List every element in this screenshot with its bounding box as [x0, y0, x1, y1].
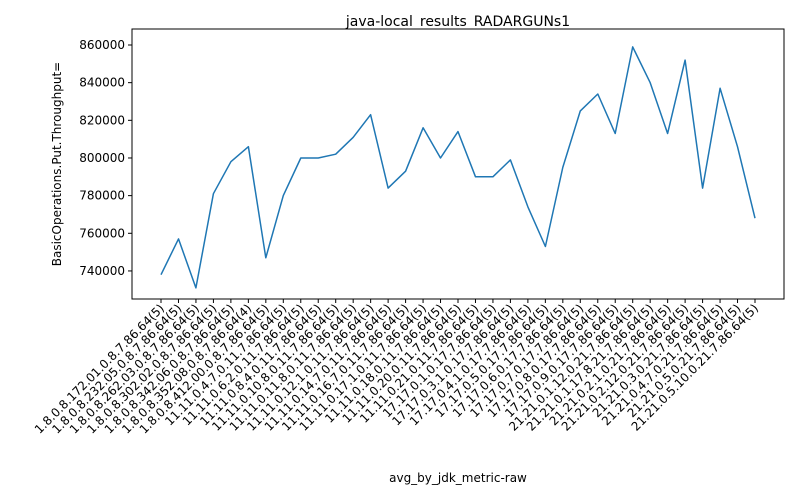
- y-tick-label: 780000: [79, 189, 125, 203]
- chart-title: java-local_results_RADARGUNs1: [345, 14, 570, 30]
- y-tick-label: 800000: [79, 151, 125, 165]
- y-tick-label: 760000: [79, 226, 125, 240]
- y-tick-label: 820000: [79, 113, 125, 127]
- line-series: [160, 46, 756, 289]
- y-tick-label: 740000: [79, 264, 125, 278]
- y-tick-label: 860000: [79, 38, 125, 52]
- y-tick-label: 840000: [79, 76, 125, 90]
- x-axis-label: avg_by_jdk_metric-raw: [389, 471, 527, 485]
- y-axis-label: BasicOperations.Put.Throughput=: [50, 62, 64, 266]
